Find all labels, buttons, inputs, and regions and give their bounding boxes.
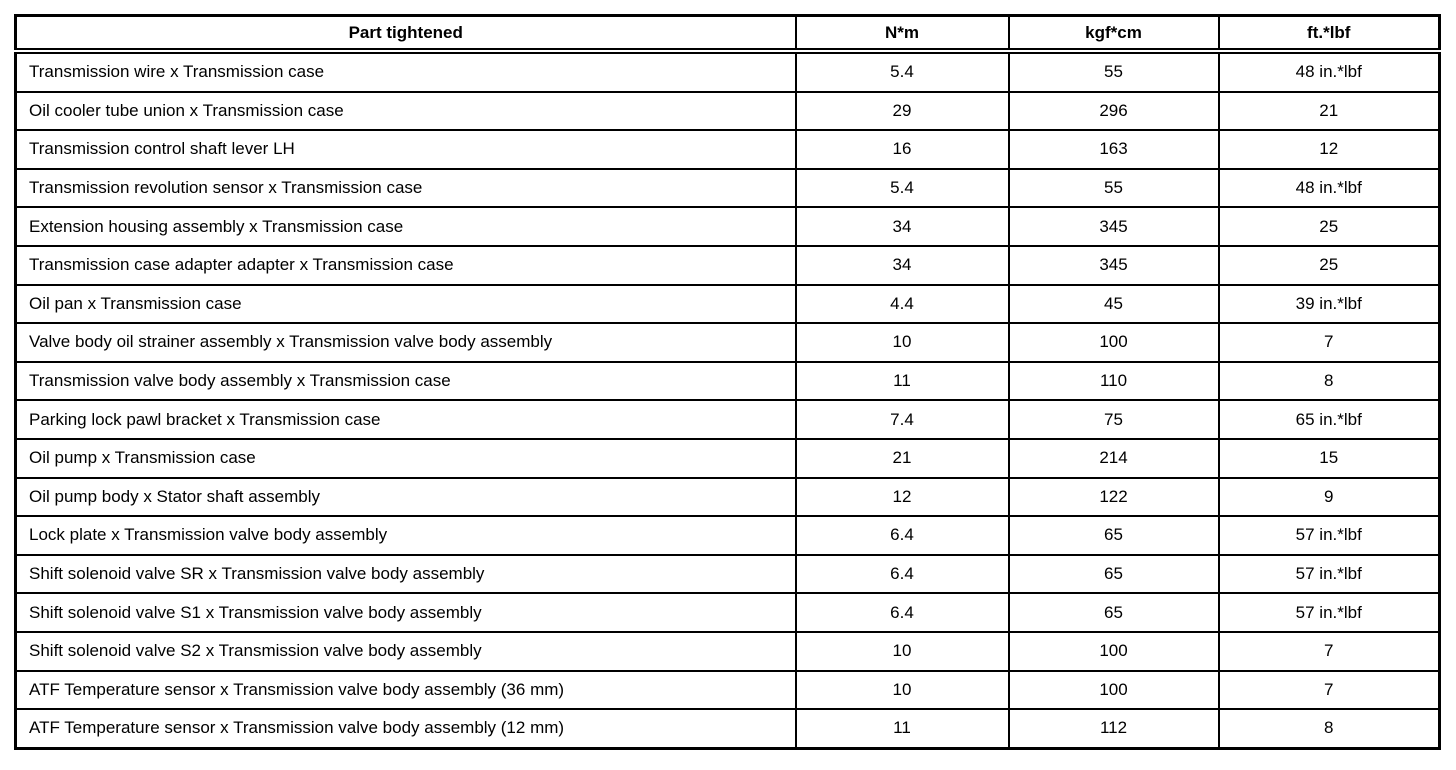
kgfcm-cell: 163	[1007, 129, 1220, 170]
nm-cell: 12	[794, 476, 1010, 518]
nm-cell: 11	[794, 360, 1010, 402]
nm-cell: 10	[794, 322, 1010, 363]
col-header-ftlbf: ft.*lbf	[1217, 14, 1441, 54]
part-cell: Transmission control shaft lever LH	[14, 129, 797, 170]
kgfcm-cell: 45	[1007, 283, 1220, 325]
table-row: Shift solenoid valve SR x Transmission v…	[14, 553, 1441, 595]
part-cell: Shift solenoid valve S2 x Transmission v…	[14, 630, 797, 672]
part-cell: ATF Temperature sensor x Transmission va…	[14, 708, 797, 750]
part-cell: Valve body oil strainer assembly x Trans…	[14, 322, 797, 363]
part-cell: Shift solenoid valve SR x Transmission v…	[14, 553, 797, 595]
torque-spec-table: Part tightened N*m kgf*cm ft.*lbf Transm…	[14, 14, 1441, 750]
part-cell: Transmission revolution sensor x Transmi…	[14, 167, 797, 209]
table-row: Extension housing assembly x Transmissio…	[14, 206, 1441, 247]
kgfcm-cell: 100	[1007, 322, 1220, 363]
ftlbf-cell: 65 in.*lbf	[1217, 399, 1441, 440]
ftlbf-cell: 57 in.*lbf	[1217, 553, 1441, 595]
kgfcm-cell: 65	[1007, 515, 1220, 556]
ftlbf-cell: 48 in.*lbf	[1217, 50, 1441, 93]
nm-cell: 5.4	[794, 167, 1010, 209]
nm-cell: 6.4	[794, 553, 1010, 595]
table-row: ATF Temperature sensor x Transmission va…	[14, 708, 1441, 750]
kgfcm-cell: 75	[1007, 399, 1220, 440]
part-cell: Transmission wire x Transmission case	[14, 50, 797, 93]
table-header: Part tightened N*m kgf*cm ft.*lbf	[14, 14, 1441, 54]
nm-cell: 7.4	[794, 399, 1010, 440]
kgfcm-cell: 100	[1007, 630, 1220, 672]
nm-cell: 4.4	[794, 283, 1010, 325]
nm-cell: 29	[794, 90, 1010, 132]
table-row: Oil cooler tube union x Transmission cas…	[14, 90, 1441, 132]
kgfcm-cell: 345	[1007, 244, 1220, 286]
nm-cell: 10	[794, 630, 1010, 672]
ftlbf-cell: 7	[1217, 630, 1441, 672]
nm-cell: 6.4	[794, 515, 1010, 556]
nm-cell: 16	[794, 129, 1010, 170]
col-header-kgfcm: kgf*cm	[1007, 14, 1220, 54]
ftlbf-cell: 8	[1217, 360, 1441, 402]
table-row: Transmission valve body assembly x Trans…	[14, 360, 1441, 402]
nm-cell: 34	[794, 244, 1010, 286]
col-header-nm: N*m	[794, 14, 1010, 54]
part-cell: Shift solenoid valve S1 x Transmission v…	[14, 592, 797, 633]
ftlbf-cell: 21	[1217, 90, 1441, 132]
table-row: Oil pump x Transmission case 21 214 15	[14, 437, 1441, 479]
nm-cell: 6.4	[794, 592, 1010, 633]
part-cell: Oil pan x Transmission case	[14, 283, 797, 325]
ftlbf-cell: 7	[1217, 322, 1441, 363]
part-cell: Oil cooler tube union x Transmission cas…	[14, 90, 797, 132]
table-row: Lock plate x Transmission valve body ass…	[14, 515, 1441, 556]
ftlbf-cell: 39 in.*lbf	[1217, 283, 1441, 325]
ftlbf-cell: 57 in.*lbf	[1217, 515, 1441, 556]
kgfcm-cell: 65	[1007, 553, 1220, 595]
nm-cell: 5.4	[794, 50, 1010, 93]
table-row: Transmission case adapter adapter x Tran…	[14, 244, 1441, 286]
nm-cell: 21	[794, 437, 1010, 479]
table-row: Parking lock pawl bracket x Transmission…	[14, 399, 1441, 440]
table-row: Valve body oil strainer assembly x Trans…	[14, 322, 1441, 363]
kgfcm-cell: 214	[1007, 437, 1220, 479]
kgfcm-cell: 345	[1007, 206, 1220, 247]
table-body: Transmission wire x Transmission case 5.4…	[14, 50, 1441, 750]
ftlbf-cell: 9	[1217, 476, 1441, 518]
table-row: ATF Temperature sensor x Transmission va…	[14, 669, 1441, 711]
ftlbf-cell: 48 in.*lbf	[1217, 167, 1441, 209]
kgfcm-cell: 100	[1007, 669, 1220, 711]
ftlbf-cell: 57 in.*lbf	[1217, 592, 1441, 633]
col-header-part-tightened: Part tightened	[14, 14, 797, 54]
table-row: Oil pan x Transmission case 4.4 45 39 in.*l…	[14, 283, 1441, 325]
nm-cell: 10	[794, 669, 1010, 711]
part-cell: Oil pump body x Stator shaft assembly	[14, 476, 797, 518]
ftlbf-cell: 7	[1217, 669, 1441, 711]
part-cell: Transmission valve body assembly x Trans…	[14, 360, 797, 402]
ftlbf-cell: 25	[1217, 206, 1441, 247]
kgfcm-cell: 122	[1007, 476, 1220, 518]
ftlbf-cell: 12	[1217, 129, 1441, 170]
kgfcm-cell: 112	[1007, 708, 1220, 750]
part-cell: ATF Temperature sensor x Transmission va…	[14, 669, 797, 711]
table-row: Transmission revolution sensor x Transmi…	[14, 167, 1441, 209]
table-row: Oil pump body x Stator shaft assembly 12 1…	[14, 476, 1441, 518]
table-row: Shift solenoid valve S2 x Transmission v…	[14, 630, 1441, 672]
nm-cell: 11	[794, 708, 1010, 750]
kgfcm-cell: 65	[1007, 592, 1220, 633]
table-row: Transmission control shaft lever LH 16 163…	[14, 129, 1441, 170]
nm-cell: 34	[794, 206, 1010, 247]
part-cell: Transmission case adapter adapter x Tran…	[14, 244, 797, 286]
ftlbf-cell: 25	[1217, 244, 1441, 286]
kgfcm-cell: 296	[1007, 90, 1220, 132]
ftlbf-cell: 8	[1217, 708, 1441, 750]
part-cell: Parking lock pawl bracket x Transmission…	[14, 399, 797, 440]
kgfcm-cell: 110	[1007, 360, 1220, 402]
kgfcm-cell: 55	[1007, 167, 1220, 209]
table-row: Shift solenoid valve S1 x Transmission v…	[14, 592, 1441, 633]
part-cell: Extension housing assembly x Transmissio…	[14, 206, 797, 247]
header-row: Part tightened N*m kgf*cm ft.*lbf	[14, 14, 1441, 54]
part-cell: Lock plate x Transmission valve body ass…	[14, 515, 797, 556]
table-row: Transmission wire x Transmission case 5.4…	[14, 50, 1441, 93]
part-cell: Oil pump x Transmission case	[14, 437, 797, 479]
kgfcm-cell: 55	[1007, 50, 1220, 93]
ftlbf-cell: 15	[1217, 437, 1441, 479]
